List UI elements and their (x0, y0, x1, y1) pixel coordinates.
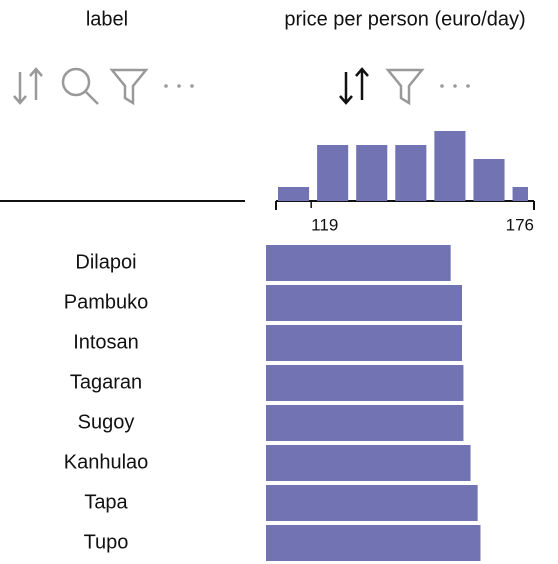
row-label: Tupo (84, 531, 129, 553)
value-bar (266, 525, 481, 561)
more-icon[interactable] (164, 84, 194, 88)
column-header: label (86, 8, 128, 30)
row-label: Tapa (84, 491, 128, 513)
row-label: Pambuko (64, 291, 149, 313)
row-label: Sugoy (78, 411, 135, 433)
value-bar (266, 485, 478, 521)
row-label: Tagaran (70, 371, 142, 393)
value-bar (266, 285, 463, 321)
histogram-bar (278, 187, 310, 201)
value-bar (266, 325, 463, 361)
histogram-bar (395, 145, 427, 201)
axis-tick-label: 119 (311, 215, 338, 234)
histogram-bar (317, 145, 349, 201)
value-bar (266, 245, 451, 281)
histogram-bar (356, 145, 388, 201)
histogram-bar (473, 159, 505, 201)
axis-tick-label: 176 (506, 215, 534, 234)
row-label: Intosan (73, 331, 139, 353)
label-icons[interactable] (13, 67, 149, 106)
value-bar (266, 365, 464, 401)
histogram-bar (434, 131, 466, 201)
value-bar (266, 405, 464, 441)
histogram-bar (512, 187, 528, 201)
price-icons[interactable] (339, 67, 425, 106)
row-label: Dilapoi (75, 251, 136, 273)
more-icon[interactable] (440, 84, 470, 88)
value-bar (266, 445, 471, 481)
column-header: price per person (euro/day) (284, 8, 525, 30)
row-label: Kanhulao (64, 451, 149, 473)
